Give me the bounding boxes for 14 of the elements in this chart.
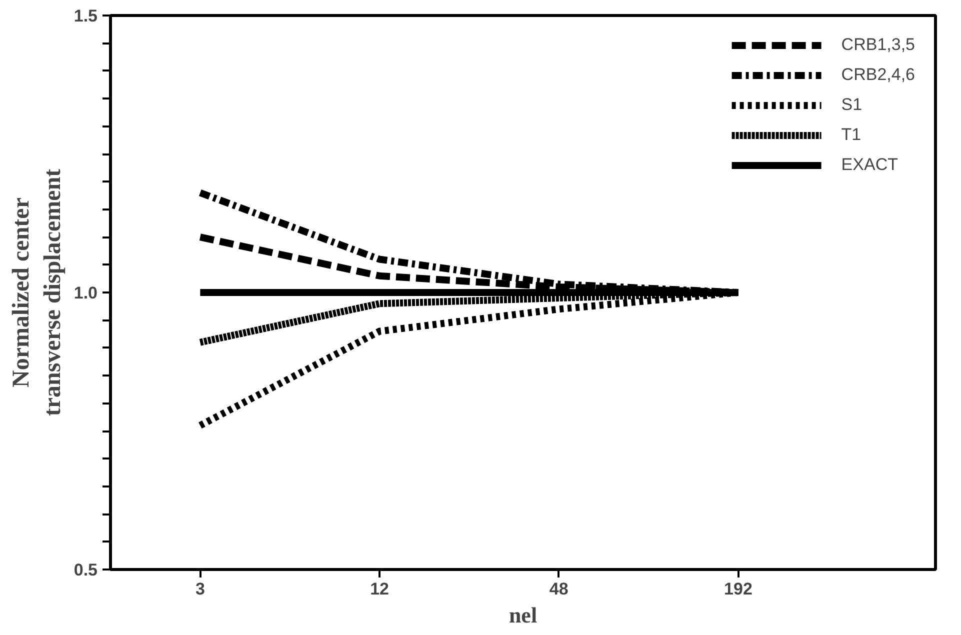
text: CRB1,3,5: [841, 35, 915, 55]
y-tick-label: 1.5: [74, 6, 98, 26]
text: CRB2,4,6: [841, 65, 915, 85]
text: T1: [841, 125, 862, 145]
x-tick-label: 192: [724, 580, 752, 598]
x-tick-label: 3: [195, 580, 205, 598]
text: EXACT: [841, 155, 898, 175]
x-tick-label: 12: [370, 580, 389, 598]
x-tick-label: 48: [549, 580, 568, 598]
text: S1: [841, 95, 862, 115]
y-tick-label: 1.0: [74, 284, 98, 302]
y-tick-label: 0.5: [74, 560, 98, 580]
y-axis-title: Normalized center transverse displacement: [8, 168, 66, 416]
x-axis-title: nel: [508, 602, 538, 628]
